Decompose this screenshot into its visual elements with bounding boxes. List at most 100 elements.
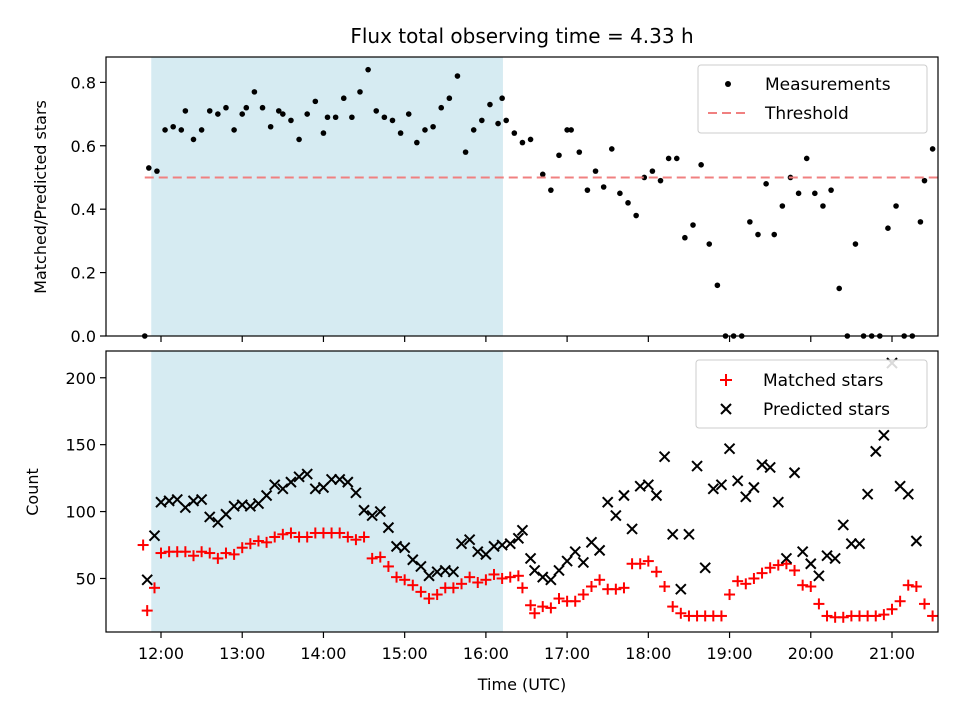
matched-point: [886, 603, 898, 615]
matched-point: [415, 586, 427, 598]
measurement-point: [641, 174, 648, 181]
y-tick-label: 0.4: [71, 200, 96, 219]
y-tick-label: 50: [76, 569, 96, 588]
matched-point: [196, 546, 208, 558]
x-tick-label: 14:00: [300, 644, 346, 663]
measurement-point: [625, 200, 631, 206]
matched-point: [456, 578, 468, 590]
legend-marker-measurements: [725, 81, 731, 87]
measurement-point: [190, 136, 197, 143]
matched-point: [277, 528, 289, 540]
measurement-point: [812, 190, 818, 197]
matched-point: [407, 579, 419, 591]
measurement-point: [608, 146, 615, 152]
matched-point: [740, 578, 752, 590]
predicted-point: [707, 483, 720, 495]
matched-point: [667, 601, 679, 613]
measurement-point: [564, 127, 570, 133]
predicted-point: [398, 541, 411, 554]
x-tick-label: 13:00: [219, 644, 265, 663]
matched-point: [659, 581, 671, 593]
measurement-point: [146, 165, 152, 171]
matched-point: [756, 567, 768, 579]
measurement-point: [206, 108, 213, 114]
matched-point: [236, 542, 248, 554]
predicted-point: [366, 509, 378, 522]
x-tick-label: 20:00: [788, 644, 834, 663]
measurement-point: [479, 117, 485, 124]
measurement-point: [288, 117, 294, 124]
measurement-point: [162, 127, 168, 133]
measurement-point: [584, 187, 591, 193]
matched-point: [813, 598, 825, 610]
predicted-point: [845, 537, 858, 550]
y-tick-label: 100: [65, 503, 96, 522]
matched-point: [261, 536, 273, 548]
matched-point: [918, 598, 930, 610]
matched-point: [927, 610, 939, 622]
matched-point: [504, 571, 516, 583]
predicted-point: [699, 562, 711, 574]
predicted-point: [382, 521, 395, 534]
predicted-point: [764, 461, 776, 474]
matched-point: [149, 582, 161, 594]
legend-label-matched: Matched stars: [763, 371, 883, 391]
matched-point: [187, 550, 199, 562]
measurement-point: [462, 149, 469, 155]
matched-point: [894, 595, 906, 607]
predicted-point: [805, 558, 817, 570]
matched-point: [488, 568, 500, 580]
measurement-point: [470, 127, 477, 133]
matched-point: [748, 572, 760, 584]
predicted-point: [618, 489, 630, 502]
measurement-point: [487, 101, 493, 108]
y-axis-ticks-top: 0.0 0.2 0.4 0.6 0.8: [71, 73, 106, 346]
legend-marker-matched: [720, 374, 732, 386]
predicted-point: [415, 560, 427, 573]
predicted-point: [407, 554, 419, 566]
measurement-point: [576, 149, 583, 155]
matched-point: [374, 551, 386, 563]
matched-point: [797, 579, 809, 591]
matched-point: [220, 547, 232, 559]
predicted-point: [910, 535, 923, 547]
matched-point: [764, 562, 776, 574]
measurement-point: [600, 184, 607, 190]
predicted-point: [593, 544, 606, 557]
matched-point: [805, 581, 817, 593]
measurement-point: [198, 127, 205, 133]
measurement-point: [422, 127, 428, 133]
chart-title: Flux total observing time = 4.33 h: [350, 24, 693, 48]
measurement-point: [836, 285, 843, 292]
matched-point: [618, 582, 630, 594]
y-tick-label: 150: [65, 436, 96, 455]
measurement-point: [324, 114, 331, 121]
x-tick-label: 15:00: [382, 644, 428, 663]
matched-point: [516, 582, 528, 594]
measurement-point: [239, 111, 246, 117]
x-axis-ticks-bottom: 12:00 13:00 14:00 15:00 16:00 17:00 18:00 19:00…: [138, 632, 915, 663]
measurement-point: [539, 171, 546, 178]
matched-point: [732, 575, 744, 587]
matched-point: [821, 610, 833, 622]
measurement-point: [495, 120, 501, 127]
measurement-point: [438, 104, 445, 111]
matched-star-points: [137, 527, 939, 623]
measurement-point: [714, 282, 721, 289]
predicted-point: [740, 491, 752, 503]
measurement-point: [170, 123, 176, 130]
predicted-point: [861, 488, 874, 500]
matched-point: [269, 531, 281, 543]
matched-point: [212, 552, 224, 564]
legend-box: [695, 359, 928, 429]
predicted-point: [141, 574, 153, 586]
predicted-point: [285, 476, 297, 488]
measurement-point: [519, 139, 526, 146]
matched-point: [870, 610, 882, 622]
predicted-point: [204, 511, 216, 523]
predicted-point: [756, 459, 768, 471]
measurement-point: [154, 168, 160, 174]
measurement-point: [312, 98, 319, 105]
measurement-point: [381, 114, 388, 121]
